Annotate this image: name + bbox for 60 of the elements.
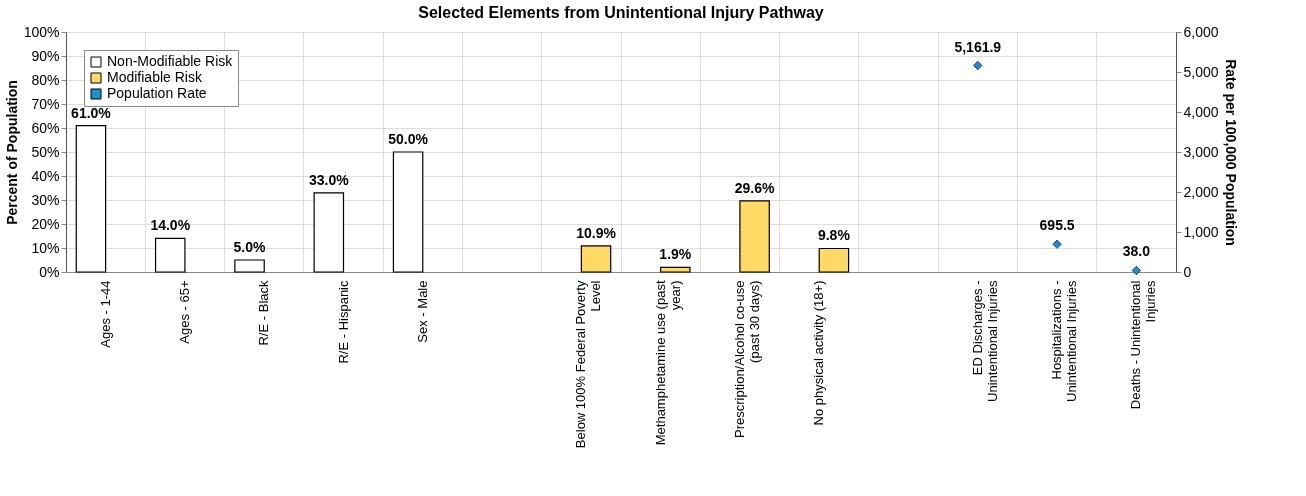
data-label: 14.0% [150,217,191,234]
x-tick-label: Hospitalizations - Unintentional Injuries [1049,280,1080,402]
y-axis-title: Percent of Population [3,80,20,225]
x-tick-label: Below 100% Federal Poverty Level [573,280,604,449]
legend-label: Modifiable Risk [107,69,203,85]
data-label: 5.0% [233,239,267,255]
x-tick-label: Ages - 65+ [176,280,192,344]
data-label: 10.9% [576,224,617,241]
bar [75,125,107,273]
x-tick-label: Sex - Male [414,280,430,343]
bar [154,237,186,273]
bar [234,259,265,273]
y-tick-label: 70% [31,95,60,112]
point [1052,239,1062,249]
y2-axis-title: Rate per 100,000 Population [1222,59,1239,246]
y2-tick-label: 2,000 [1183,183,1219,200]
point [1131,265,1142,276]
x-tick-label: Ages - 1-44 [97,280,113,348]
y2-tick-label: 5,000 [1183,63,1219,80]
y-tick-label: 100% [23,23,60,40]
y-tick-label: 50% [31,143,60,160]
y2-tick-label: 3,000 [1183,143,1219,160]
x-tick-label: R/E - Hispanic [335,280,351,364]
data-label: 5,161.9 [954,38,1002,55]
data-label: 29.6% [734,179,776,196]
bar [739,200,770,273]
y-tick-label: 0% [39,263,60,280]
data-label: 695.5 [1039,217,1075,234]
data-label: 9.8% [817,227,851,244]
bar [818,247,850,273]
y-tick-label: 90% [31,47,60,64]
y-tick-label: 80% [31,71,60,88]
y-tick-label: 20% [31,215,60,232]
data-label: 50.0% [388,131,429,147]
y-tick-label: 30% [31,191,60,208]
y2-tick-label: 4,000 [1183,103,1219,120]
bar [580,245,612,273]
data-label: 38.0 [1122,243,1151,260]
y-tick-label: 60% [31,119,60,136]
point [973,60,983,71]
x-tick-label: No physical activity (18+) [811,280,827,426]
x-tick-label: R/E - Black [256,280,272,346]
bar [660,266,691,273]
x-tick-label: ED Discharges - Unintentional Injuries [969,280,1000,402]
y-tick-label: 10% [31,239,60,256]
x-tick-label: Prescription/Alcohol co-use (past 30 days) [731,280,762,439]
data-label: 61.0% [71,104,112,121]
bar [392,151,424,273]
y2-tick-label: 6,000 [1183,23,1219,40]
legend-label: Population Rate [107,85,207,101]
legend-label: Non-Modifiable Risk [107,53,234,69]
x-tick-label: Deaths - Unintentional Injuries [1128,280,1159,410]
data-label: 33.0% [308,171,350,188]
bar [313,192,345,273]
x-tick-label: Methamphetamine use (past year) [652,280,683,446]
data-label: 1.9% [659,246,692,263]
y2-tick-label: 0 [1183,263,1192,280]
chart-title: Selected Elements from Unintentional Injury Pathway [418,4,824,21]
y2-tick-label: 1,000 [1183,223,1219,240]
y-tick-label: 40% [31,167,60,184]
